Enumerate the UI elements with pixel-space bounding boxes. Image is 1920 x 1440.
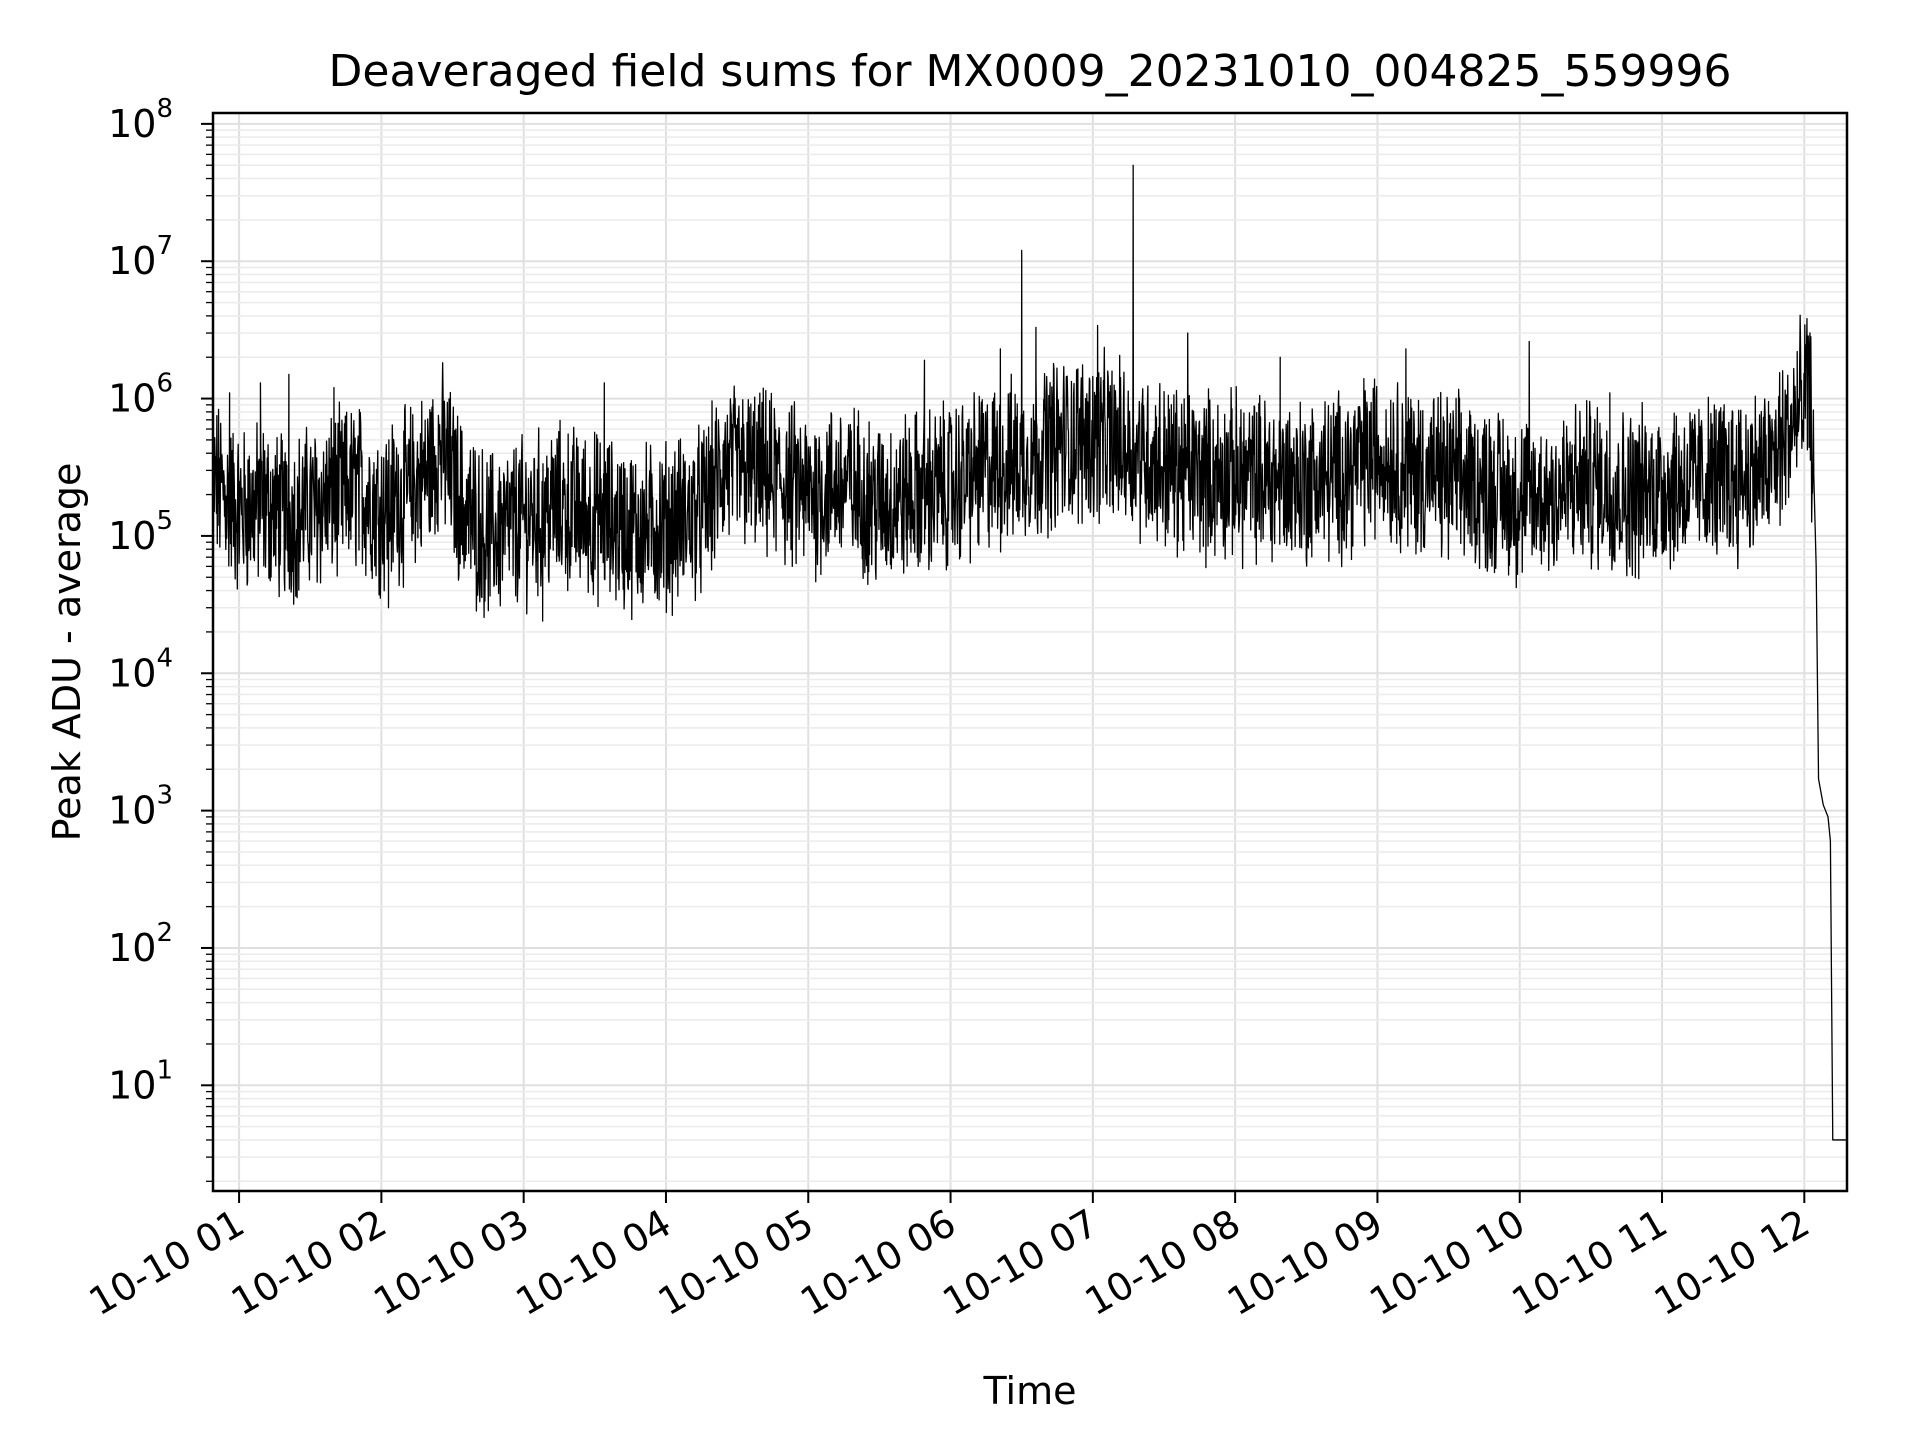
y-tick-label: 104: [108, 643, 173, 695]
y-tick-label-base: 10: [108, 789, 156, 833]
y-axis-label: Peak ADU - average: [45, 463, 89, 842]
y-tick-label: 101: [108, 1055, 173, 1107]
grid-layer: [213, 113, 1847, 1191]
y-tick-label-exponent: 3: [156, 781, 173, 811]
y-tick-label-exponent: 4: [156, 643, 173, 673]
y-tick-label-base: 10: [108, 514, 156, 558]
y-tick-label: 108: [108, 94, 173, 146]
y-tick-label-base: 10: [108, 1063, 156, 1107]
y-tick-label-exponent: 6: [156, 369, 173, 399]
y-tick-label-exponent: 1: [156, 1055, 173, 1085]
y-tick-label-exponent: 5: [156, 506, 173, 536]
chart-title: Deaveraged field sums for MX0009_2023101…: [329, 46, 1732, 97]
y-tick-label-exponent: 2: [156, 918, 173, 948]
y-tick-label-base: 10: [108, 239, 156, 283]
y-tick-label: 102: [108, 918, 173, 970]
y-tick-label: 107: [108, 231, 173, 283]
plot-area-frame: [211, 111, 1849, 1193]
y-tick-label-base: 10: [108, 651, 156, 695]
y-tick-label-base: 10: [108, 377, 156, 421]
y-tick-label-exponent: 8: [156, 94, 173, 124]
y-tick-label: 105: [108, 506, 173, 558]
data-line-layer: [212, 164, 1847, 1141]
y-tick-label: 103: [108, 781, 173, 833]
y-tick-label-exponent: 7: [156, 231, 173, 261]
y-tick-label: 106: [108, 369, 173, 421]
y-tick-label-base: 10: [108, 102, 156, 146]
series-line: [212, 164, 1847, 1141]
y-tick-label-base: 10: [108, 926, 156, 970]
x-axis-label: Time: [983, 1369, 1077, 1413]
